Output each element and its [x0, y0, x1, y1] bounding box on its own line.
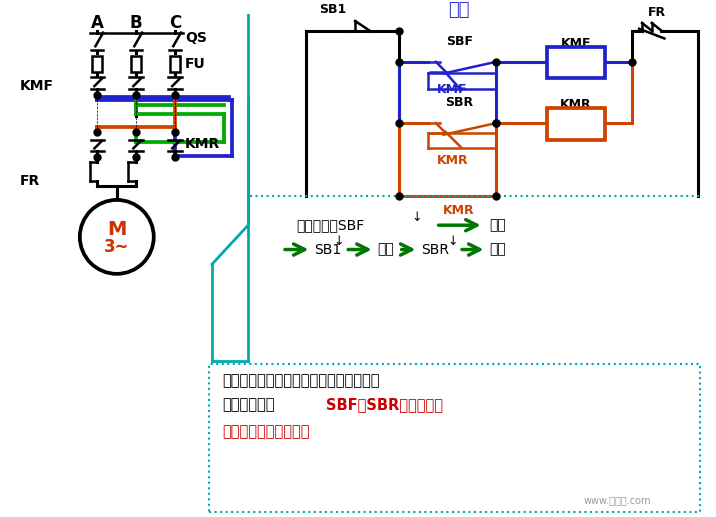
Text: ↓: ↓ — [411, 211, 422, 224]
Text: 停车: 停车 — [377, 242, 395, 256]
Text: 反转: 反转 — [489, 242, 506, 256]
Text: 正转: 正转 — [448, 1, 470, 19]
Text: C: C — [169, 14, 181, 32]
Text: FU: FU — [185, 57, 205, 71]
Text: 操作过程：SBF: 操作过程：SBF — [296, 218, 365, 232]
Text: KMR: KMR — [560, 98, 591, 111]
Text: FR: FR — [19, 174, 40, 188]
Text: FR: FR — [647, 6, 666, 19]
Text: 该电路必须先停车才能由正转到反转或由: 该电路必须先停车才能由正转到反转或由 — [222, 373, 379, 388]
Bar — [131, 56, 141, 71]
Text: KMR: KMR — [437, 154, 468, 167]
Text: M: M — [107, 220, 127, 239]
Text: SBR: SBR — [445, 97, 473, 110]
Bar — [92, 56, 102, 71]
Text: 3~: 3~ — [104, 238, 130, 255]
Text: SB1: SB1 — [319, 3, 347, 16]
Text: KMR: KMR — [443, 204, 475, 217]
Text: QS: QS — [185, 31, 207, 44]
Text: SBF: SBF — [445, 35, 473, 48]
Text: SBF和SBR不能同时按: SBF和SBR不能同时按 — [326, 398, 443, 413]
Text: A: A — [91, 14, 104, 32]
Text: KMF: KMF — [19, 79, 54, 93]
Text: SB1: SB1 — [314, 242, 342, 256]
Text: B: B — [130, 14, 142, 32]
Bar — [547, 109, 605, 140]
Circle shape — [79, 200, 154, 274]
Text: KMF: KMF — [561, 37, 591, 50]
Text: KMR: KMR — [185, 138, 220, 151]
Bar — [209, 364, 700, 512]
Text: 下，否则会造成短路！: 下，否则会造成短路！ — [222, 424, 309, 439]
Text: www.核优图.com: www.核优图.com — [584, 495, 651, 505]
Text: ↓: ↓ — [447, 235, 458, 248]
Text: 正转: 正转 — [489, 218, 506, 232]
Text: KMF: KMF — [437, 83, 468, 96]
Text: SBR: SBR — [421, 242, 449, 256]
Bar — [547, 47, 605, 79]
Text: 反转到正转。: 反转到正转。 — [222, 398, 274, 413]
Bar — [170, 56, 180, 71]
Text: ↓: ↓ — [333, 235, 344, 248]
